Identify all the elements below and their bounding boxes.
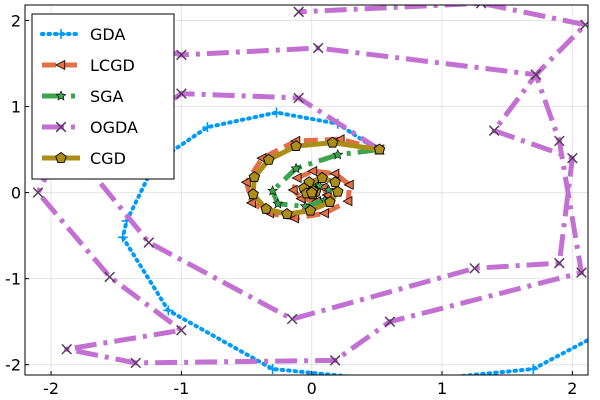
data-point-ogda (293, 92, 305, 104)
data-point-cgd (247, 188, 259, 200)
x-tick-label: -1 (173, 379, 189, 398)
data-point-ogda (176, 49, 187, 61)
data-point-ogda (580, 19, 588, 31)
legend-label-ogda: OGDA (90, 118, 138, 137)
y-tick-label: 1 (11, 98, 21, 117)
data-point-ogda (488, 125, 500, 136)
data-point-lcgd (318, 208, 329, 219)
x-tick-label: 1 (437, 379, 447, 398)
x-tick-label: 2 (567, 379, 577, 398)
data-point-ogda (286, 313, 298, 325)
data-point-cgd (332, 185, 344, 197)
x-tick-label: -2 (43, 379, 59, 398)
series-line-gda (120, 110, 588, 375)
legend-item-gda: GDA (40, 25, 125, 44)
data-point-cgd (281, 208, 293, 219)
data-point-lcgd (291, 172, 302, 184)
y-tick-label: 0 (11, 184, 21, 203)
data-point-sga (272, 197, 284, 209)
data-point-ogda (553, 257, 565, 269)
legend-marker-cgd (55, 151, 67, 163)
data-point-ogda (176, 88, 187, 99)
data-point-ogda (469, 262, 480, 274)
data-point-cgd (304, 204, 317, 216)
data-point-ogda (130, 357, 142, 369)
y-tick-label: -2 (5, 356, 21, 375)
data-point-lcgd (245, 197, 256, 209)
legend-marker-sga (55, 90, 67, 101)
y-tick-label: 2 (11, 11, 21, 30)
data-point-ogda (576, 267, 587, 278)
data-point-ogda (32, 187, 44, 198)
data-point-ogda (475, 5, 487, 9)
legend-label-cgd: CGD (90, 149, 126, 168)
y-tick-label: -1 (5, 270, 21, 289)
data-point-ogda (553, 135, 565, 147)
data-point-ogda (143, 237, 155, 248)
data-point-cgd (329, 176, 341, 188)
legend-marker-ogda (55, 121, 67, 133)
data-point-lcgd (288, 213, 299, 224)
data-point-lcgd (307, 165, 318, 177)
data-point-lcgd (287, 184, 298, 196)
data-point-cgd (248, 171, 261, 182)
legend: GDA LCGD SGA OGDA CGD (31, 13, 175, 180)
data-point-ogda (384, 316, 396, 327)
data-point-sga (323, 184, 335, 195)
legend-item-lcgd: LCGD (42, 56, 135, 75)
data-point-cgd (326, 136, 339, 148)
data-point-lcgd (240, 177, 251, 188)
data-point-gda (267, 363, 278, 374)
data-point-cgd (290, 140, 302, 152)
data-point-gda (163, 305, 174, 316)
data-point-ogda (104, 271, 116, 283)
legend-item-sga: SGA (42, 87, 124, 106)
data-point-sga (290, 162, 302, 174)
legend-item-ogda: OGDA (42, 118, 138, 137)
data-point-ogda (329, 355, 341, 366)
data-point-gda (202, 122, 213, 133)
legend-label-lcgd: LCGD (90, 56, 135, 75)
legend-label-sga: SGA (90, 87, 124, 106)
data-point-ogda (530, 69, 542, 81)
data-point-cgd (316, 171, 328, 183)
data-point-cgd (305, 186, 318, 198)
data-point-ogda (61, 343, 73, 355)
legend-item-cgd: CGD (42, 149, 126, 168)
data-point-ogda (312, 42, 324, 54)
data-point-lcgd (342, 196, 353, 207)
data-point-gda (593, 330, 600, 340)
data-point-lcgd (329, 168, 340, 179)
series-ogda (32, 5, 588, 369)
data-point-cgd (373, 143, 386, 155)
data-point-sga (332, 148, 344, 160)
data-point-gda (117, 232, 128, 243)
x-tick-label: 0 (307, 379, 317, 398)
data-point-gda (528, 363, 539, 374)
data-point-gda (271, 107, 282, 118)
data-point-gda (398, 377, 408, 387)
series-line-ogda (35, 5, 588, 366)
data-point-ogda (293, 6, 305, 18)
data-point-cgd (260, 202, 272, 214)
data-point-ogda (567, 152, 578, 164)
legend-label-gda: GDA (90, 25, 125, 44)
data-point-ogda (176, 324, 187, 336)
data-point-cgd (262, 153, 275, 165)
data-point-lcgd (343, 179, 354, 190)
legend-marker-gda (56, 29, 66, 39)
plot-frame (24, 4, 589, 376)
data-point-sga (267, 185, 279, 196)
data-point-cgd (324, 195, 336, 207)
tick-labels: -2 -1 0 1 2 -2 -1 0 1 2 (5, 11, 577, 398)
legend-marker-lcgd (55, 59, 66, 71)
series-cgd (247, 136, 386, 219)
